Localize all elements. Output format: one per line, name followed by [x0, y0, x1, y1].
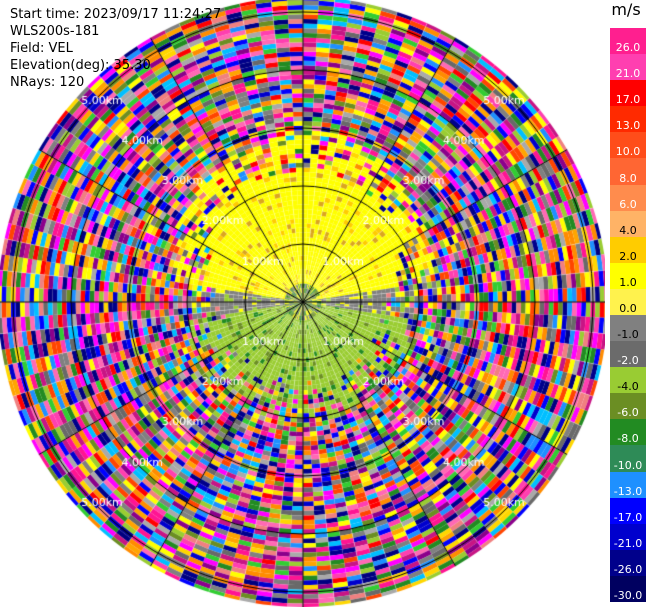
colorbar-tick-label: 26.0 — [615, 41, 641, 55]
colorbar-tick-label: 4.0 — [619, 223, 637, 237]
velocity-colorbar — [610, 28, 646, 603]
start-time-text: Start time: 2023/09/17 11:24:27 — [10, 7, 222, 22]
nrays-text: NRays: 120 — [10, 75, 85, 90]
colorbar-segment — [610, 445, 646, 473]
colorbar-tick-label: -2.0 — [617, 354, 639, 368]
colorbar-tick-label: 17.0 — [615, 93, 641, 107]
colorbar-tick-label: 0.0 — [619, 302, 637, 315]
colorbar-tick-label: -30.0 — [613, 589, 643, 602]
colorbar-tick-label: -8.0 — [617, 432, 639, 446]
colorbar-segment — [610, 523, 646, 551]
colorbar-segment — [610, 236, 646, 264]
colorbar-tick-label: -10.0 — [613, 458, 643, 472]
colorbar-segment — [610, 54, 646, 81]
colorbar-segment — [610, 393, 646, 420]
colorbar-tick-label: -4.0 — [617, 380, 639, 394]
colorbar-tick-label: 13.0 — [615, 119, 641, 133]
colorbar-tick-label: 8.0 — [619, 171, 637, 185]
colorbar-tick-label: 21.0 — [615, 67, 641, 81]
colorbar-segment — [610, 288, 646, 316]
colorbar-tick-label: 10.0 — [615, 145, 641, 159]
colorbar-segment — [610, 315, 646, 342]
colorbar-tick-label: 2.0 — [619, 249, 637, 263]
colorbar-tick-label: 1.0 — [619, 275, 637, 289]
colorbar-segment — [610, 341, 646, 368]
colorbar-tick-label: -1.0 — [617, 328, 639, 342]
colorbar-segment — [610, 549, 646, 577]
colorbar-unit: m/s — [611, 0, 641, 19]
instrument-text: WLS200s-181 — [10, 24, 100, 39]
colorbar-segment — [610, 262, 646, 290]
colorbar-tick-label: -21.0 — [613, 536, 643, 550]
colorbar-segment — [610, 471, 646, 499]
elevation-text: Elevation(deg): 35.30 — [10, 58, 151, 73]
field-text: Field: VEL — [10, 41, 73, 56]
colorbar-tick-label: 6.0 — [619, 197, 637, 211]
colorbar-segment — [610, 80, 646, 107]
colorbar-segment — [610, 106, 646, 133]
colorbar-segment — [610, 132, 646, 159]
scan-info: Start time: 2023/09/17 11:24:27 WLS200s-… — [10, 6, 221, 91]
colorbar-tick-label: -26.0 — [613, 562, 643, 576]
colorbar-segment — [610, 367, 646, 394]
colorbar-segment — [610, 497, 646, 525]
colorbar-tick-label: -13.0 — [613, 484, 643, 498]
colorbar-segment — [610, 210, 646, 238]
colorbar-segment — [610, 158, 646, 186]
colorbar-tick-label: -17.0 — [613, 510, 643, 524]
colorbar-segment — [610, 419, 646, 446]
ppi-scan-plot — [0, 0, 605, 607]
colorbar-segment — [610, 184, 646, 212]
colorbar-segment — [610, 28, 646, 55]
colorbar-tick-label: -6.0 — [617, 406, 639, 420]
colorbar-segment — [610, 575, 646, 603]
